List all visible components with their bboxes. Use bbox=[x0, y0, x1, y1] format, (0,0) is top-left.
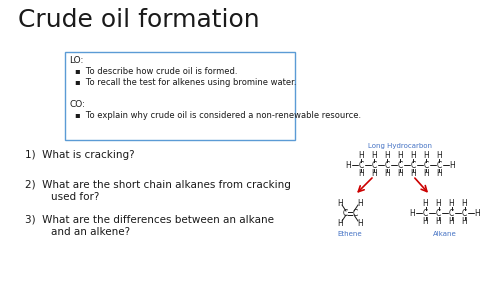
Text: H: H bbox=[436, 217, 442, 226]
Text: C: C bbox=[384, 160, 390, 169]
Text: C: C bbox=[436, 209, 441, 217]
Text: Crude oil formation: Crude oil formation bbox=[18, 8, 260, 32]
Text: H: H bbox=[358, 151, 364, 160]
FancyBboxPatch shape bbox=[65, 52, 295, 140]
Text: H: H bbox=[422, 217, 428, 226]
Text: C: C bbox=[358, 160, 364, 169]
Text: H: H bbox=[410, 169, 416, 178]
Text: C: C bbox=[436, 160, 442, 169]
Text: C: C bbox=[423, 209, 428, 217]
Text: H: H bbox=[422, 200, 428, 209]
Text: H: H bbox=[436, 151, 442, 160]
Text: H: H bbox=[337, 219, 343, 228]
Text: C: C bbox=[352, 209, 358, 217]
Text: H: H bbox=[357, 219, 363, 228]
Text: C: C bbox=[462, 209, 467, 217]
Text: H: H bbox=[423, 169, 429, 178]
Text: H: H bbox=[436, 200, 442, 209]
Text: C: C bbox=[372, 160, 376, 169]
Text: H: H bbox=[397, 151, 403, 160]
Text: CO:: CO: bbox=[69, 100, 85, 109]
Text: H: H bbox=[337, 198, 343, 207]
Text: H: H bbox=[449, 160, 455, 169]
Text: C: C bbox=[410, 160, 416, 169]
Text: H: H bbox=[397, 169, 403, 178]
Text: H: H bbox=[384, 169, 390, 178]
Text: H: H bbox=[462, 217, 468, 226]
Text: ▪  To describe how crude oil is formed.: ▪ To describe how crude oil is formed. bbox=[75, 67, 237, 76]
Text: H: H bbox=[436, 169, 442, 178]
Text: H: H bbox=[410, 209, 416, 217]
Text: H: H bbox=[462, 200, 468, 209]
Text: H: H bbox=[357, 198, 363, 207]
Text: H: H bbox=[345, 160, 351, 169]
Text: H: H bbox=[384, 151, 390, 160]
Text: C: C bbox=[398, 160, 402, 169]
Text: H: H bbox=[474, 209, 480, 217]
Text: Ethene: Ethene bbox=[338, 231, 362, 237]
Text: 3)  What are the differences between an alkane
        and an alkene?: 3) What are the differences between an a… bbox=[25, 215, 274, 237]
Text: H: H bbox=[448, 217, 454, 226]
Text: 2)  What are the short chain alkanes from cracking
        used for?: 2) What are the short chain alkanes from… bbox=[25, 180, 291, 201]
Text: C: C bbox=[342, 209, 347, 217]
Text: H: H bbox=[371, 151, 377, 160]
Text: Long Hydrocarbon: Long Hydrocarbon bbox=[368, 143, 432, 149]
Text: ▪  To recall the test for alkenes using bromine water.: ▪ To recall the test for alkenes using b… bbox=[75, 78, 296, 87]
Text: H: H bbox=[423, 151, 429, 160]
Text: C: C bbox=[449, 209, 454, 217]
Text: H: H bbox=[448, 200, 454, 209]
Text: 1)  What is cracking?: 1) What is cracking? bbox=[25, 150, 134, 160]
Text: H: H bbox=[410, 151, 416, 160]
Text: ▪  To explain why crude oil is considered a non-renewable resource.: ▪ To explain why crude oil is considered… bbox=[75, 111, 361, 120]
Text: C: C bbox=[424, 160, 428, 169]
Text: LO:: LO: bbox=[69, 56, 84, 65]
Text: H: H bbox=[371, 169, 377, 178]
Text: Alkane: Alkane bbox=[433, 231, 457, 237]
Text: H: H bbox=[358, 169, 364, 178]
